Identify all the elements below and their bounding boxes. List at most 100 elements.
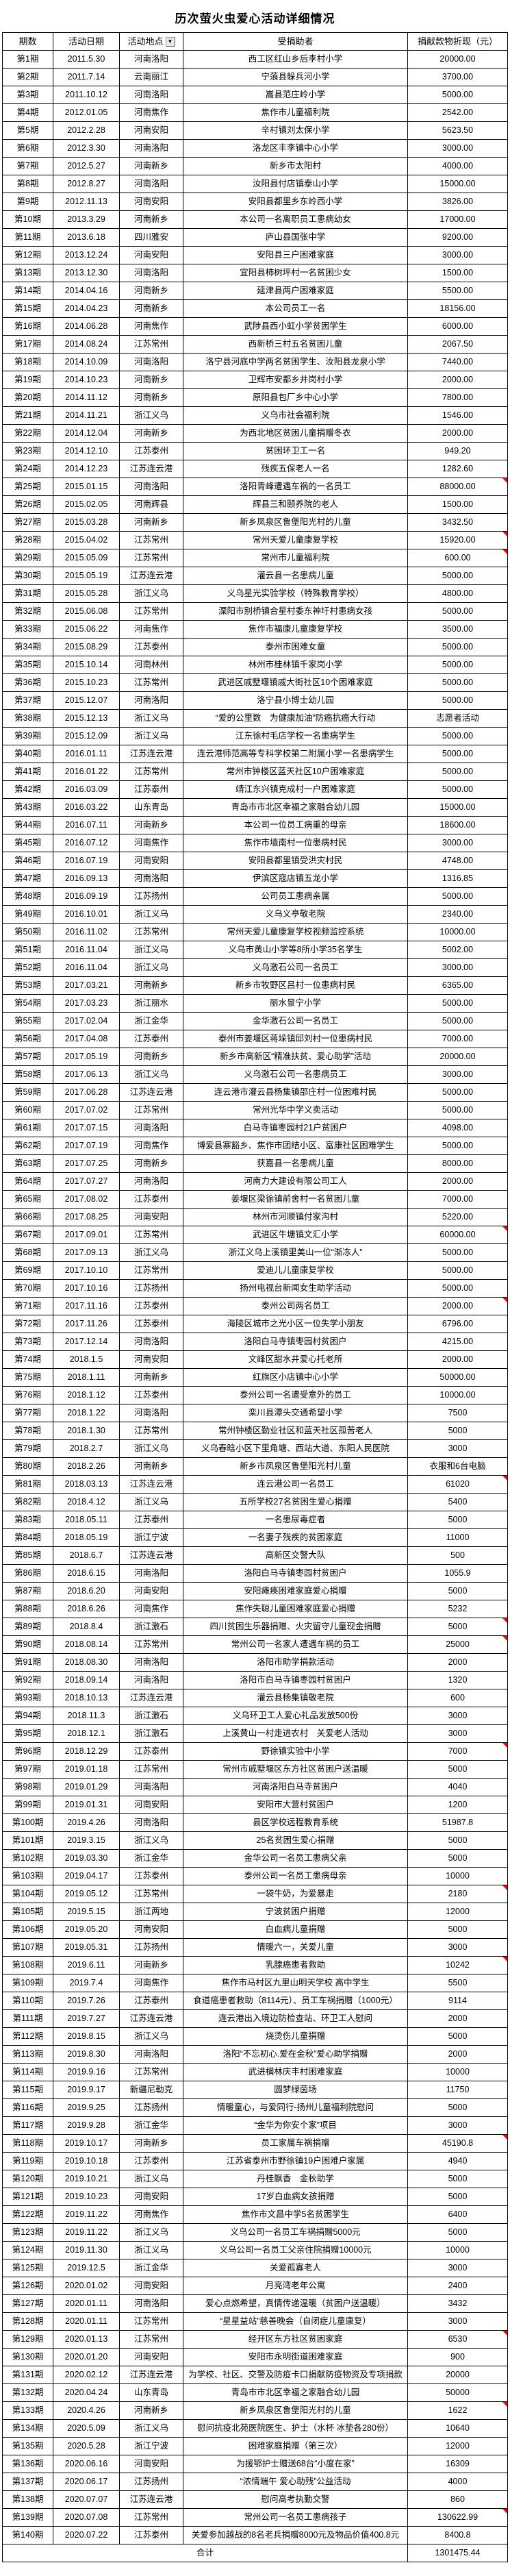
period-cell[interactable]: 第85期 xyxy=(2,1546,53,1565)
period-cell[interactable]: 第94期 xyxy=(2,1707,53,1725)
period-cell[interactable]: 第72期 xyxy=(2,1315,53,1333)
date-cell[interactable]: 2020.07.08 xyxy=(53,2508,120,2527)
location-cell[interactable]: 浙江金华 xyxy=(119,1012,183,1030)
recipient-cell[interactable]: 江苏省泰州市野徐镇19户困难户家属 xyxy=(183,2152,408,2170)
recipient-cell[interactable]: 获嘉县一名患病儿童 xyxy=(183,1154,408,1173)
date-cell[interactable]: 2019.01.29 xyxy=(53,1778,120,1796)
amount-cell[interactable]: 6796.00 xyxy=(407,1315,508,1333)
amount-cell[interactable]: 2000.00 xyxy=(407,1172,508,1191)
recipient-cell[interactable]: 新乡市高新区“精准扶贫、爱心助学”活动 xyxy=(183,1048,408,1066)
location-cell[interactable]: 浙江义乌 xyxy=(119,1065,183,1084)
location-cell[interactable]: 河南洛阳 xyxy=(119,1778,183,1796)
recipient-cell[interactable]: 延津县两户困难家庭 xyxy=(183,282,408,300)
period-cell[interactable]: 第110期 xyxy=(2,1992,53,2010)
period-cell[interactable]: 第28期 xyxy=(2,531,53,549)
period-cell[interactable]: 第116期 xyxy=(2,2098,53,2117)
recipient-cell[interactable]: “星星益站”慈善晚会（自闭症儿童康复） xyxy=(183,2312,408,2331)
period-cell[interactable]: 第134期 xyxy=(2,2419,53,2438)
location-cell[interactable]: 河南焦作 xyxy=(119,1600,183,1618)
amount-cell[interactable]: 5000.00 xyxy=(407,727,508,745)
location-cell[interactable]: 河南新乡 xyxy=(119,157,183,175)
amount-cell[interactable]: 15000.00 xyxy=(407,798,508,817)
recipient-cell[interactable]: 伊滨区寇店镇五龙小学 xyxy=(183,869,408,888)
recipient-cell[interactable]: 武进横林庆丰村困难家庭 xyxy=(183,2063,408,2081)
period-cell[interactable]: 第98期 xyxy=(2,1778,53,1796)
period-cell[interactable]: 第138期 xyxy=(2,2490,53,2509)
location-cell[interactable]: 江苏常州 xyxy=(119,2312,183,2331)
location-cell[interactable]: 浙江义乌 xyxy=(119,1831,183,1850)
amount-cell[interactable]: 5000 xyxy=(407,1618,508,1636)
location-cell[interactable]: 浙江义乌 xyxy=(119,1439,183,1458)
period-cell[interactable]: 第54期 xyxy=(2,994,53,1013)
date-cell[interactable]: 2012.2.28 xyxy=(53,121,120,140)
amount-cell[interactable]: 7000 xyxy=(407,1742,508,1761)
location-cell[interactable]: 河南安阳 xyxy=(119,246,183,264)
amount-cell[interactable]: 3432.50 xyxy=(407,513,508,532)
amount-cell[interactable]: 3000.00 xyxy=(407,958,508,977)
location-cell[interactable]: 江苏常州 xyxy=(119,602,183,621)
date-cell[interactable]: 2017.07.27 xyxy=(53,1172,120,1191)
date-cell[interactable]: 2018.1.5 xyxy=(53,1350,120,1369)
recipient-cell[interactable]: 江东徐村毛店学校一名患病学生 xyxy=(183,727,408,745)
amount-cell[interactable]: 10000 xyxy=(407,2241,508,2259)
recipient-cell[interactable]: 连云港师范高等专科学校第二附属小学一名患病学生 xyxy=(183,745,408,763)
period-cell[interactable]: 第34期 xyxy=(2,638,53,656)
period-cell[interactable]: 第12期 xyxy=(2,246,53,264)
period-cell[interactable]: 第37期 xyxy=(2,691,53,710)
period-cell[interactable]: 第80期 xyxy=(2,1457,53,1476)
recipient-cell[interactable]: 洛阳市助学捐款活动 xyxy=(183,1653,408,1672)
location-cell[interactable]: 河南洛阳 xyxy=(119,50,183,69)
recipient-cell[interactable]: 为援鄂护士赠送68台“小度在家” xyxy=(183,2455,408,2473)
date-cell[interactable]: 2018.12.29 xyxy=(53,1742,120,1761)
recipient-cell[interactable]: 爱心点燃希望，真情传递温暖（贫困户送温暖） xyxy=(183,2294,408,2313)
amount-cell[interactable]: 5000.00 xyxy=(407,656,508,674)
location-cell[interactable]: 河南安阳 xyxy=(119,2348,183,2366)
recipient-cell[interactable]: 义乌公司一名员工父亲住院捐赠10000元 xyxy=(183,2241,408,2259)
date-cell[interactable]: 2016.09.19 xyxy=(53,887,120,906)
recipient-cell[interactable]: 焦作失聪儿童困难家庭爱心捐赠 xyxy=(183,1600,408,1618)
period-cell[interactable]: 第49期 xyxy=(2,905,53,924)
recipient-cell[interactable]: 残疾五保老人一名 xyxy=(183,460,408,478)
recipient-cell[interactable]: 金华激石公司一名员工 xyxy=(183,1012,408,1030)
date-cell[interactable]: 2016.09.13 xyxy=(53,869,120,888)
date-cell[interactable]: 2020.01.11 xyxy=(53,2294,120,2313)
location-cell[interactable]: 浙江义乌 xyxy=(119,2223,183,2242)
date-cell[interactable]: 2017.10.10 xyxy=(53,1261,120,1280)
location-cell[interactable]: 江苏常州 xyxy=(119,335,183,354)
date-cell[interactable]: 2016.07.11 xyxy=(53,816,120,834)
location-cell[interactable]: 河南安阳 xyxy=(119,1582,183,1600)
location-cell[interactable]: 江苏连云港 xyxy=(119,1475,183,1494)
period-cell[interactable]: 第36期 xyxy=(2,673,53,692)
period-cell[interactable]: 第48期 xyxy=(2,887,53,906)
period-cell[interactable]: 第47期 xyxy=(2,869,53,888)
recipient-cell[interactable]: 洛阳“不忘初心.爱在金秋”爱心助学捐赠 xyxy=(183,2045,408,2064)
recipient-cell[interactable]: 情暖六一，关爱儿童 xyxy=(183,1938,408,1957)
date-cell[interactable]: 2019.10.17 xyxy=(53,2134,120,2153)
location-cell[interactable]: 江苏常州 xyxy=(119,549,183,567)
location-cell[interactable]: 浙江激石 xyxy=(119,1724,183,1743)
date-cell[interactable]: 2018.11.3 xyxy=(53,1707,120,1725)
period-cell[interactable]: 第33期 xyxy=(2,620,53,639)
period-cell[interactable]: 第140期 xyxy=(2,2526,53,2544)
date-cell[interactable]: 2013.12.24 xyxy=(53,246,120,264)
date-cell[interactable]: 2019.10.23 xyxy=(53,2188,120,2206)
date-cell[interactable]: 2014.10.09 xyxy=(53,353,120,371)
recipient-cell[interactable]: 一名妻子残疾的贫困家庭 xyxy=(183,1528,408,1547)
location-cell[interactable]: 浙江义乌 xyxy=(119,709,183,728)
amount-cell[interactable]: 3000 xyxy=(407,1724,508,1743)
date-cell[interactable]: 2018.1.12 xyxy=(53,1386,120,1404)
location-cell[interactable]: 河南焦作 xyxy=(119,1974,183,1992)
period-cell[interactable]: 第30期 xyxy=(2,567,53,585)
date-cell[interactable]: 2017.07.15 xyxy=(53,1119,120,1137)
period-cell[interactable]: 第45期 xyxy=(2,834,53,852)
period-cell[interactable]: 第101期 xyxy=(2,1831,53,1850)
date-cell[interactable]: 2017.07.25 xyxy=(53,1154,120,1173)
period-cell[interactable]: 第7期 xyxy=(2,157,53,175)
recipient-cell[interactable]: 浙江义乌上溪镇里美山一位“渐冻人” xyxy=(183,1243,408,1262)
amount-cell[interactable]: 3000 xyxy=(407,2259,508,2277)
recipient-cell[interactable]: 员工家属车祸捐赠 xyxy=(183,2134,408,2153)
location-cell[interactable]: 浙江金华 xyxy=(119,2259,183,2277)
recipient-cell[interactable]: 焦作市文昌中学5名贫困学生 xyxy=(183,2205,408,2224)
period-cell[interactable]: 第65期 xyxy=(2,1190,53,1209)
date-cell[interactable]: 2016.03.09 xyxy=(53,780,120,799)
